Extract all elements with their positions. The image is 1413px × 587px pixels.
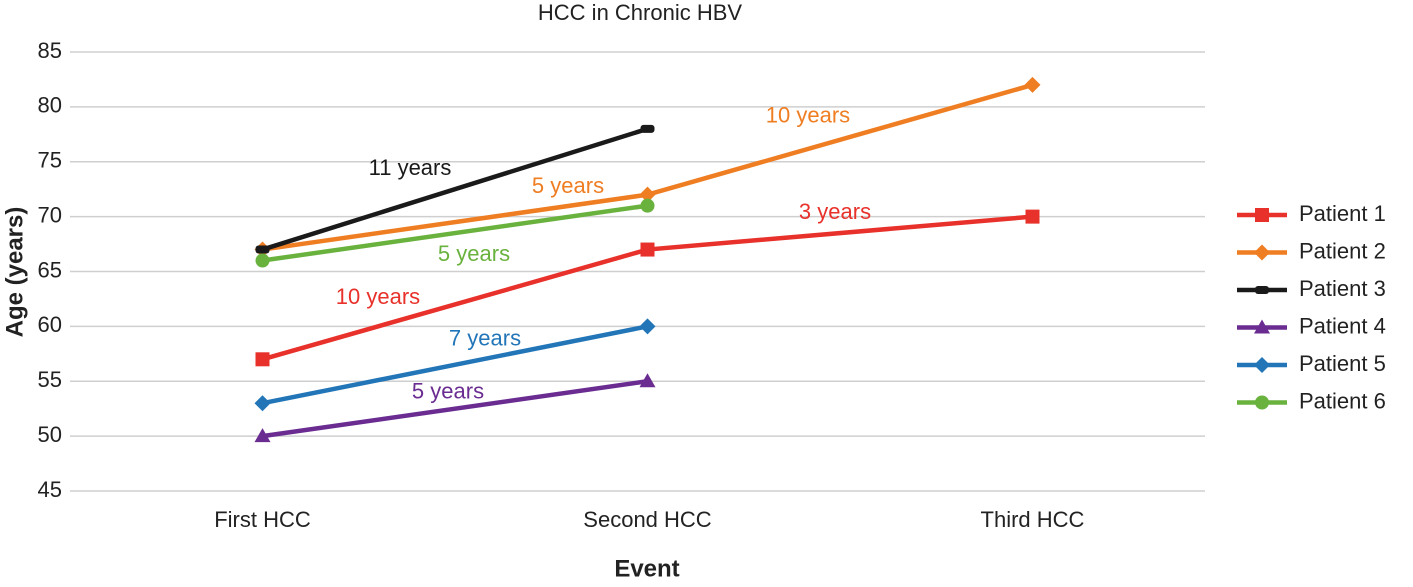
series-line	[261, 126, 649, 252]
point	[640, 198, 655, 213]
legend-marker	[1254, 319, 1270, 334]
segment-label: 10 years	[336, 284, 420, 309]
y-tick-label: 60	[38, 312, 62, 337]
y-tick-label: 85	[38, 38, 62, 63]
point	[640, 242, 655, 257]
y-tick-label: 80	[38, 93, 62, 118]
segment-label: 5 years	[438, 241, 510, 266]
legend-marker	[1254, 244, 1270, 261]
legend-marker	[1255, 395, 1269, 410]
legend-marker	[1255, 286, 1269, 294]
y-tick-label: 55	[38, 367, 62, 392]
x-axis-label: Event	[614, 555, 679, 582]
point	[639, 373, 656, 388]
y-tick-label: 65	[38, 257, 62, 282]
point	[1024, 76, 1041, 93]
legend-label: Patient 3	[1299, 276, 1386, 301]
segment-label: 5 years	[412, 379, 484, 404]
point	[639, 186, 656, 203]
segment-label: 11 years	[369, 155, 452, 180]
y-tick-label: 45	[38, 477, 62, 502]
x-tick-label: First HCC	[214, 507, 311, 532]
point	[255, 253, 270, 268]
legend-label: Patient 5	[1299, 351, 1386, 376]
point	[254, 428, 271, 443]
legend-label: Patient 4	[1299, 313, 1386, 338]
x-tick-label: Third HCC	[981, 507, 1085, 532]
point	[255, 245, 270, 254]
segment-label: 3 years	[799, 199, 871, 224]
series-line	[262, 324, 648, 406]
legend-marker	[1255, 208, 1269, 222]
legend-label: Patient 6	[1299, 388, 1386, 413]
y-tick-label: 70	[38, 202, 62, 227]
legend-label: Patient 1	[1299, 201, 1386, 226]
segment-label: 5 years	[532, 173, 604, 198]
series-line	[262, 379, 648, 439]
legend-label: Patient 2	[1299, 238, 1386, 263]
x-tick-label: Second HCC	[583, 507, 712, 532]
y-axis-label: Age (years)	[1, 207, 28, 338]
chart-title: HCC in Chronic HBV	[538, 0, 742, 25]
point	[640, 124, 655, 133]
point	[1025, 209, 1040, 224]
y-tick-label: 50	[38, 422, 62, 447]
series-line	[262, 203, 648, 263]
y-tick-label: 75	[38, 148, 62, 173]
segment-label: 10 years	[766, 103, 850, 128]
point	[255, 352, 270, 367]
point	[639, 318, 656, 335]
point	[254, 395, 271, 412]
legend-marker	[1254, 357, 1270, 373]
segment-label: 7 years	[449, 326, 521, 351]
